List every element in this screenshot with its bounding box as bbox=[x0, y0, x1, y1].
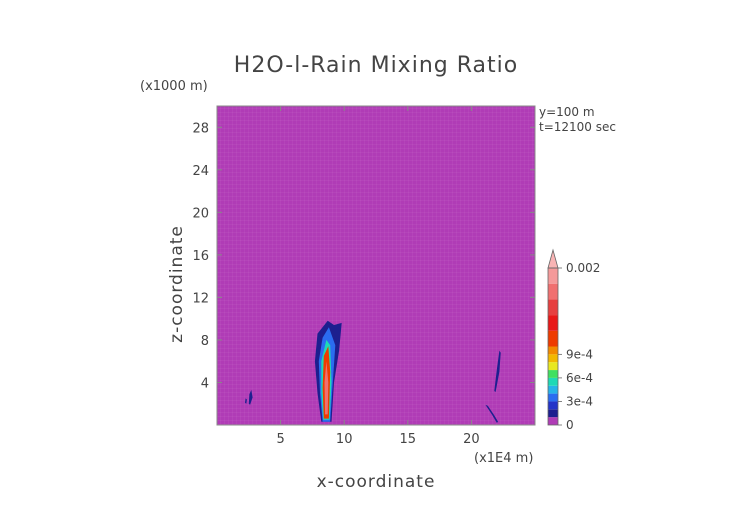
colorbar-frame bbox=[547, 267, 559, 426]
colorbar-segment bbox=[548, 417, 558, 425]
x-axis: 5 10 15 20 bbox=[276, 106, 480, 447]
x-tick-label: 10 bbox=[336, 432, 353, 447]
plot-frame bbox=[216, 105, 536, 426]
rain-contour-6 bbox=[245, 398, 247, 404]
colorbar-tick-label: 0.002 bbox=[566, 261, 600, 275]
annotation-t: t=12100 sec bbox=[539, 120, 616, 134]
y-tick-label: 28 bbox=[192, 121, 209, 136]
annotation-y: y=100 m bbox=[539, 105, 595, 119]
x-tick-label: 15 bbox=[400, 432, 417, 447]
y-tick-label: 16 bbox=[192, 249, 209, 264]
rain-contour-7 bbox=[494, 350, 501, 392]
colorbar-segment bbox=[548, 354, 558, 363]
y-tick-label: 4 bbox=[201, 376, 209, 391]
colorbar-tick-label: 9e-4 bbox=[566, 347, 593, 361]
x-axis-label: x-coordinate bbox=[317, 472, 436, 492]
colorbar-segment bbox=[548, 315, 558, 331]
colorbar-segment bbox=[548, 393, 558, 402]
colorbar-segment bbox=[548, 330, 558, 347]
y-unit-label: (x1000 m) bbox=[140, 79, 208, 94]
colorbar-segment bbox=[548, 385, 558, 394]
plot-texture bbox=[217, 106, 535, 425]
y-tick-label: 8 bbox=[201, 334, 209, 349]
y-axis: 4 8 12 16 20 24 28 bbox=[192, 121, 535, 391]
rain-contour-5 bbox=[248, 389, 253, 405]
y-axis-label: z-coordinate bbox=[167, 225, 187, 343]
colorbar-segment bbox=[548, 268, 558, 284]
colorbar: 0 3e-4 6e-4 9e-4 0.002 bbox=[547, 248, 600, 432]
colorbar-segment bbox=[548, 370, 558, 378]
colorbar-tick-label: 6e-4 bbox=[566, 371, 593, 385]
colorbar-segment bbox=[548, 283, 558, 300]
y-tick-label: 20 bbox=[192, 206, 209, 221]
colorbar-tick-label: 3e-4 bbox=[566, 394, 593, 408]
colorbar-segment bbox=[548, 377, 558, 386]
x-unit-label: (x1E4 m) bbox=[474, 451, 533, 466]
y-tick-label: 24 bbox=[192, 164, 209, 179]
colorbar-tick-label: 0 bbox=[566, 418, 574, 432]
plot-area bbox=[216, 105, 536, 426]
y-tick-label: 12 bbox=[192, 291, 209, 306]
colorbar-segment bbox=[548, 409, 558, 418]
x-tick-label: 20 bbox=[463, 432, 480, 447]
colorbar-segment bbox=[548, 401, 558, 410]
colorbar-segment bbox=[548, 346, 558, 355]
chart-title: H2O-l-Rain Mixing Ratio bbox=[234, 53, 518, 78]
colorbar-segment bbox=[548, 299, 558, 316]
x-tick-label: 5 bbox=[276, 432, 284, 447]
colorbar-extend-arrow bbox=[547, 248, 559, 269]
rain-contour-4 bbox=[324, 361, 329, 415]
rain-contour-8 bbox=[485, 404, 499, 423]
colorbar-segment bbox=[548, 362, 558, 371]
